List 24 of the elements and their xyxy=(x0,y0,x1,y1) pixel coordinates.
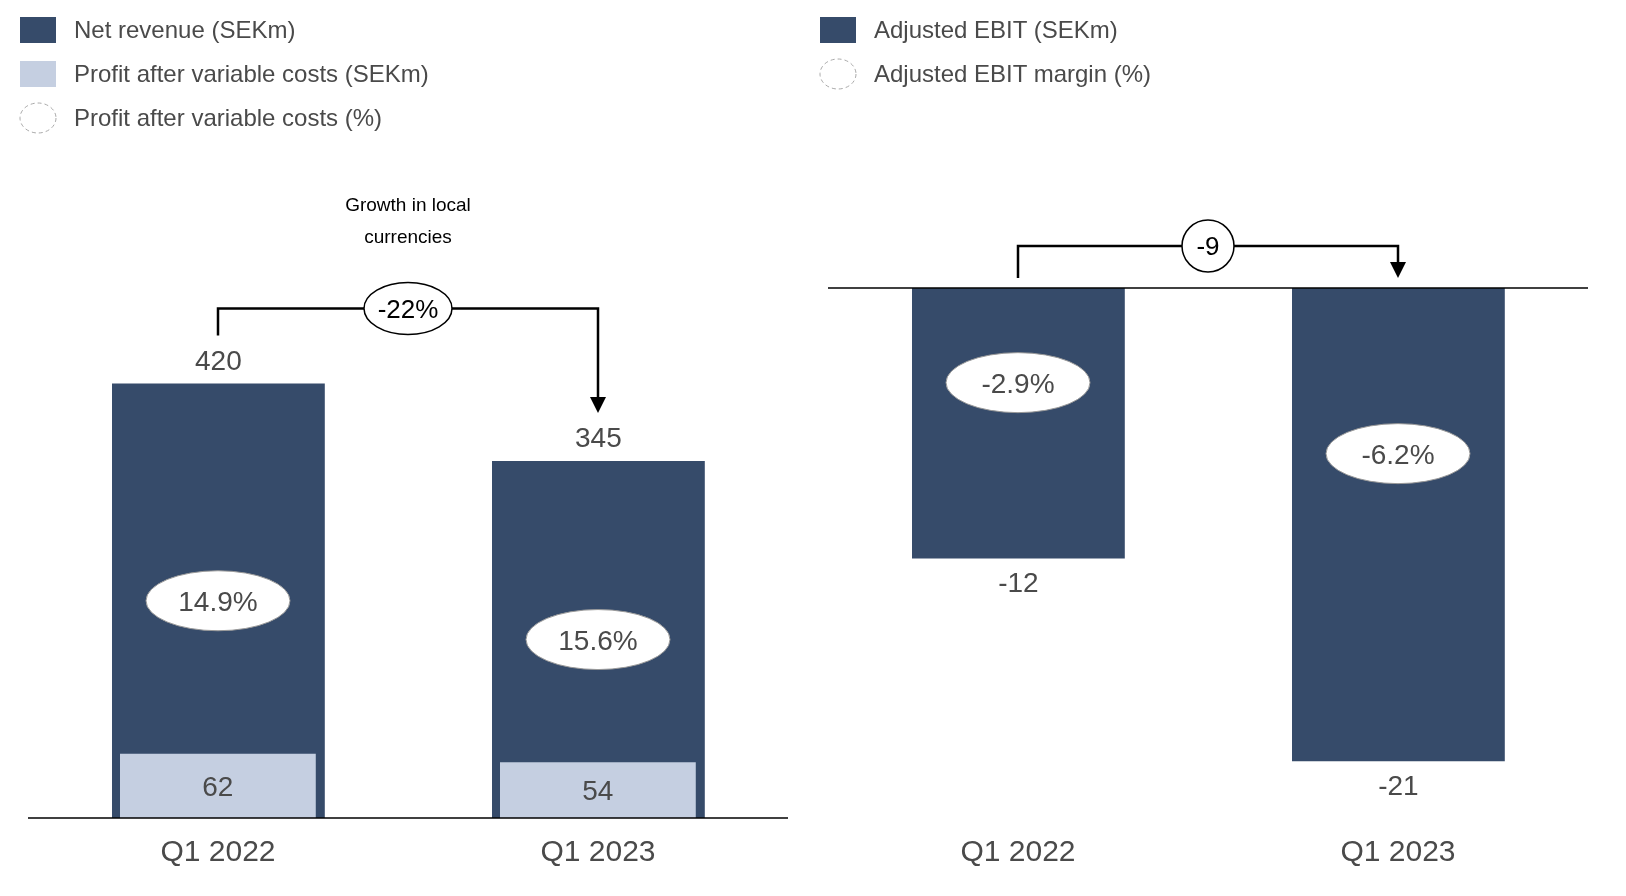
annotation: -2.9% xyxy=(981,367,1055,399)
data-label: -21 xyxy=(1378,770,1419,802)
bar xyxy=(500,762,696,818)
data-label: 420 xyxy=(195,344,242,376)
data-label: 62 xyxy=(202,770,234,802)
data-label: -12 xyxy=(998,567,1039,599)
annotation: 15.6% xyxy=(558,624,638,656)
legend-label: Adjusted EBIT (SEKm) xyxy=(874,16,1118,44)
text: Profit after variable costs (%) xyxy=(74,104,383,132)
annotation: 14.9% xyxy=(178,585,258,617)
text: Adjusted EBIT margin (%) xyxy=(874,60,1151,88)
annotation: -6.2% xyxy=(1361,438,1435,470)
text: Growth in local currencies xyxy=(344,192,472,249)
x-tick-label: Q1 2022 xyxy=(160,834,276,868)
data-label: 345 xyxy=(575,422,622,454)
legend-label: Profit after variable costs (SEKm) xyxy=(74,60,429,88)
text: -9 xyxy=(1196,231,1220,261)
bar xyxy=(120,753,316,818)
x-tick-label: Q1 2023 xyxy=(1340,834,1456,868)
text: -22% xyxy=(377,293,439,324)
x-tick-label: Q1 2022 xyxy=(960,834,1076,868)
x-tick-label: Q1 2023 xyxy=(540,834,656,868)
data-label: 54 xyxy=(582,775,614,807)
legend-label: Net revenue (SEKm) xyxy=(74,16,296,44)
